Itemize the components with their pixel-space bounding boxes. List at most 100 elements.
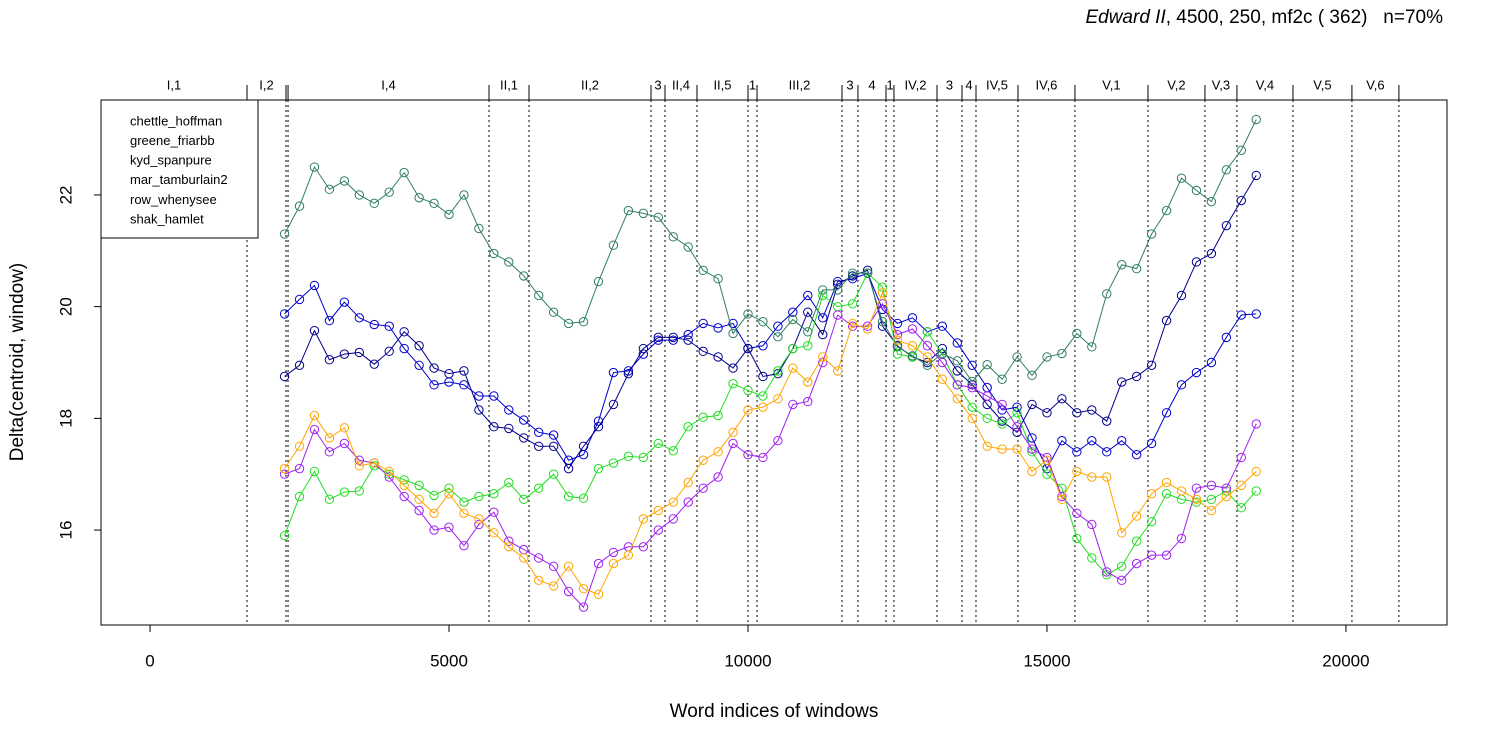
series-line <box>284 119 1257 383</box>
point <box>1117 377 1127 387</box>
point <box>728 379 738 389</box>
point <box>818 352 828 362</box>
point <box>414 480 424 491</box>
point <box>1042 352 1052 362</box>
point <box>324 494 335 505</box>
point <box>1087 405 1097 415</box>
point <box>818 357 828 368</box>
point <box>474 491 484 502</box>
point <box>339 487 350 497</box>
point <box>952 338 962 348</box>
scene-label: V,2 <box>1167 77 1185 92</box>
point <box>1221 165 1232 175</box>
scene-label: I,2 <box>259 77 273 92</box>
point <box>818 329 828 340</box>
point <box>324 355 335 365</box>
point <box>967 360 977 370</box>
point <box>967 382 977 393</box>
point <box>952 356 962 366</box>
point <box>534 575 544 586</box>
point <box>534 441 544 451</box>
series-line <box>284 272 1257 470</box>
point <box>698 483 708 493</box>
point <box>489 248 499 259</box>
scene-label: IV,6 <box>1035 77 1057 92</box>
point <box>459 190 469 200</box>
point <box>429 525 439 535</box>
point <box>758 391 768 401</box>
point <box>1057 494 1067 505</box>
point <box>803 396 813 407</box>
point <box>1251 170 1261 181</box>
point <box>1206 357 1217 368</box>
point <box>384 472 394 482</box>
point <box>743 385 753 396</box>
point <box>1087 435 1097 446</box>
point <box>653 212 663 222</box>
point <box>788 399 798 410</box>
point <box>623 366 634 376</box>
point <box>593 558 604 569</box>
point <box>1057 348 1067 359</box>
scene-label: I,4 <box>381 77 395 92</box>
point <box>489 422 499 432</box>
point <box>758 371 768 382</box>
point <box>1146 516 1157 527</box>
series-line <box>284 272 1257 576</box>
point <box>623 451 634 462</box>
point <box>1161 408 1172 418</box>
point <box>1117 528 1127 538</box>
point <box>1236 503 1247 513</box>
point <box>832 310 843 320</box>
point <box>489 528 499 538</box>
point <box>369 198 379 209</box>
point <box>713 447 723 457</box>
point <box>474 405 484 415</box>
plot-frame <box>100 99 1448 626</box>
scene-label: II,4 <box>672 77 690 92</box>
point <box>1176 533 1187 544</box>
point <box>578 317 589 327</box>
point <box>773 321 783 331</box>
y-tick-label: 18 <box>56 409 75 428</box>
point <box>1191 367 1202 378</box>
point <box>1057 491 1067 502</box>
point <box>1191 494 1202 505</box>
point <box>354 347 365 358</box>
point <box>952 366 962 376</box>
point <box>1027 466 1037 477</box>
point <box>892 349 903 359</box>
point <box>832 366 843 376</box>
point <box>1191 483 1202 493</box>
point <box>668 514 678 524</box>
point <box>414 360 424 370</box>
point <box>369 319 379 330</box>
point <box>698 455 708 465</box>
point <box>563 561 574 572</box>
legend-entry: row_whenysee <box>130 192 217 207</box>
point <box>937 374 948 384</box>
point <box>384 466 394 477</box>
point <box>683 335 693 345</box>
point <box>429 490 439 501</box>
scene-label: 1 <box>749 77 756 92</box>
point <box>354 190 365 200</box>
point <box>862 321 873 331</box>
point <box>1176 173 1187 183</box>
legend-entry: chettle_hoffman <box>130 113 222 128</box>
point <box>504 423 514 434</box>
point <box>1236 480 1247 491</box>
point <box>982 360 992 370</box>
point <box>1117 260 1127 270</box>
point <box>982 441 992 451</box>
point <box>683 477 693 488</box>
point <box>1251 114 1261 125</box>
scene-label: V,5 <box>1313 77 1331 92</box>
point <box>309 466 320 477</box>
point <box>339 423 350 433</box>
y-tick-label: 22 <box>56 185 75 204</box>
point <box>758 402 768 412</box>
point <box>862 324 873 334</box>
scene-label: V,4 <box>1256 77 1274 92</box>
point <box>608 399 619 410</box>
